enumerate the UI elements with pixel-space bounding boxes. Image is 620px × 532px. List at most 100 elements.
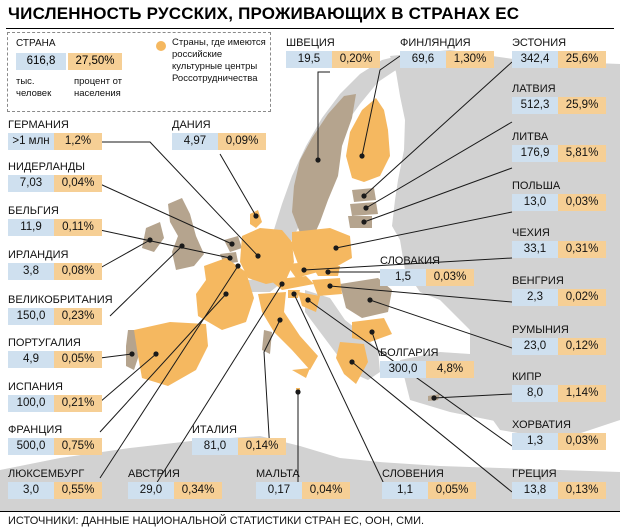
country-number: 342,4 [512,51,558,68]
dot-spain [153,351,159,357]
leader-estonia [363,61,513,197]
country-card-bulgaria: БОЛГАРИЯ 300,0 4,8% [380,346,474,378]
country-percent: 0,14% [238,438,286,455]
leader-romania [369,299,513,349]
land-sweden [292,94,356,240]
dot-slovenia [291,291,297,297]
country-number: 176,9 [512,145,558,162]
leader-denmark [219,153,257,217]
leader-lithuania [363,167,513,223]
country-number: 29,0 [128,482,174,499]
country-card-cyprus: КИПР 8,0 1,14% [512,370,606,402]
country-number: 1,3 [512,433,558,450]
country-percent: 0,13% [558,482,606,499]
country-number: 3,8 [8,263,54,280]
country-name: МАЛЬТА [256,468,300,480]
country-name: СЛОВАКИЯ [380,255,440,267]
dot-belgium [227,255,233,261]
country-name: ПОРТУГАЛИЯ [8,337,81,349]
leader-hungary [329,285,513,303]
country-percent: 0,34% [174,482,222,499]
country-name: ФИНЛЯНДИЯ [400,37,471,49]
country-number: 33,1 [512,241,558,258]
country-card-poland: ПОЛЬША 13,0 0,03% [512,179,606,211]
country-percent: 0,12% [558,338,606,355]
country-number: 1,1 [382,482,428,499]
country-card-belgium: БЕЛЬГИЯ 11,9 0,11% [8,204,102,236]
country-card-hungary: ВЕНГРИЯ 2,3 0,02% [512,274,606,306]
country-number: 500,0 [8,438,54,455]
country-number: 11,9 [8,219,54,236]
country-name: ЛИТВА [512,131,549,143]
country-percent: 0,05% [54,351,102,368]
legend-country-label: СТРАНА [16,38,56,49]
country-name: ШВЕЦИЯ [286,37,335,49]
leader-belgium [99,229,231,259]
country-percent: 25,9% [558,97,606,114]
country-percent: 1,2% [54,133,102,150]
legend-center-marker-icon [156,41,166,51]
dot-luxembourg [235,263,241,269]
country-card-greece: ГРЕЦИЯ 13,8 0,13% [512,467,606,499]
legend-box: СТРАНА 616,8 27,50% тыс. человек процент… [7,32,271,112]
country-card-croatia: ХОРВАТИЯ 1,3 0,03% [512,418,606,450]
leader-latvia [365,121,513,209]
country-name: ГЕРМАНИЯ [8,119,69,131]
leader-greece [351,361,513,493]
country-percent: 0,21% [54,395,102,412]
land-britain [168,198,204,270]
country-name: СЛОВЕНИЯ [382,468,444,480]
country-name: ИРЛАНДИЯ [8,249,69,261]
dot-hungary [327,283,333,289]
country-number: 19,5 [286,51,332,68]
dot-greece [349,359,355,365]
country-number: 2,3 [512,289,558,306]
leader-ireland [99,239,151,269]
country-number: 7,03 [8,175,54,192]
leader-czechia [303,257,513,271]
country-percent: 0,05% [428,482,476,499]
country-percent: 1,30% [446,51,494,68]
leader-britain [109,245,183,317]
dot-malta [295,389,301,395]
dot-poland [333,245,339,251]
country-name: ФРАНЦИЯ [8,424,63,436]
legend-unit-percent: процент от населения [74,76,122,99]
dot-czechia [301,267,307,273]
country-number: 13,0 [512,194,558,211]
country-card-latvia: ЛАТВИЯ 512,3 25,9% [512,82,606,114]
country-number: 150,0 [8,308,54,325]
marker-dots [129,153,437,401]
dot-cyprus [431,395,437,401]
country-card-france: ФРАНЦИЯ 500,0 0,75% [8,423,102,455]
country-name: ВЕЛИКОБРИТАНИЯ [8,294,113,306]
legend-sample-percent: 27,50% [68,53,122,70]
country-name: ДАНИЯ [172,119,211,131]
dot-britain [179,243,185,249]
country-number: 8,0 [512,385,558,402]
source-text: ИСТОЧНИКИ: ДАННЫЕ НАЦИОНАЛЬНОЙ СТАТИСТИК… [8,515,425,527]
country-card-sweden: ШВЕЦИЯ 19,5 0,20% [286,36,380,68]
country-number: 4,97 [172,133,218,150]
land-sardinia [262,330,272,354]
country-card-netherlands: НИДЕРЛАНДЫ 7,03 0,04% [8,160,102,192]
country-name: ХОРВАТИЯ [512,419,571,431]
dot-estonia [361,193,367,199]
country-name: БЕЛЬГИЯ [8,205,59,217]
leader-bulgaria [371,331,381,357]
dot-france [223,291,229,297]
country-name: НИДЕРЛАНДЫ [8,161,86,173]
country-number: 1,5 [380,269,426,286]
dot-romania [367,297,373,303]
land-italy [258,292,318,370]
country-card-austria: АВСТРИЯ 29,0 0,34% [128,467,222,499]
country-card-slovakia: СЛОВАКИЯ 1,5 0,03% [380,254,474,286]
country-percent: 1,14% [558,385,606,402]
country-name: ПОЛЬША [512,180,561,192]
country-number: 81,0 [192,438,238,455]
country-name: ГРЕЦИЯ [512,468,557,480]
dot-portugal [129,351,135,357]
country-name: АВСТРИЯ [128,468,180,480]
leader-slovenia [293,293,385,485]
